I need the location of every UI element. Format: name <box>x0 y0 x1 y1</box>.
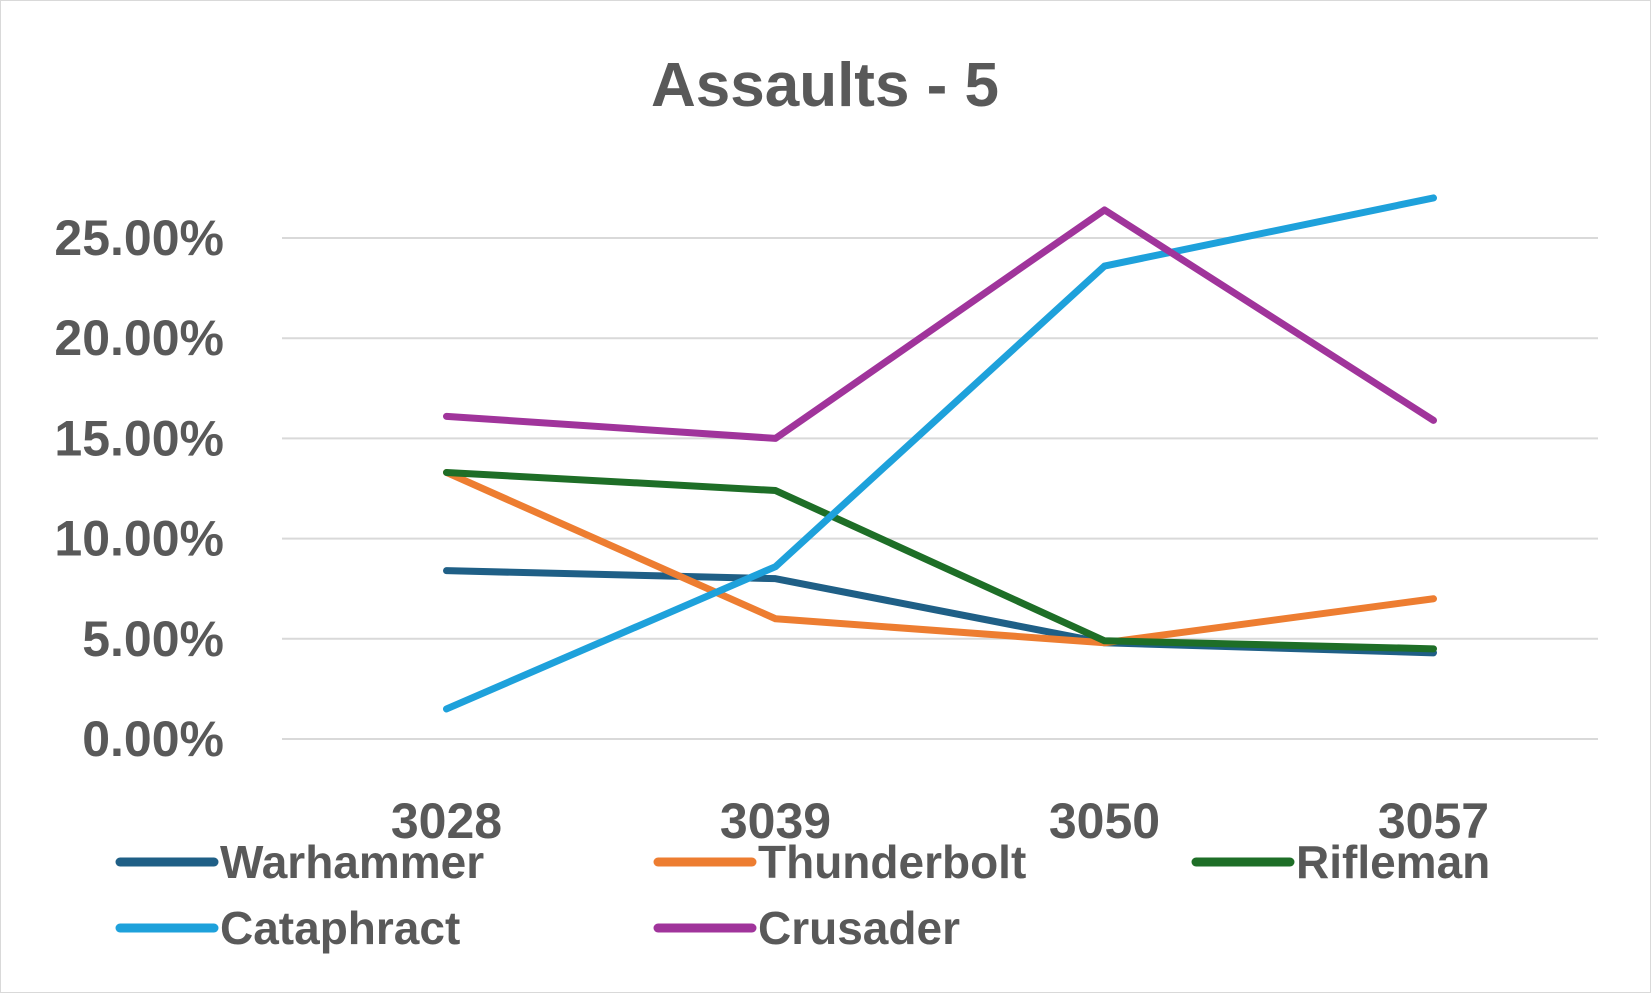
y-tick-label: 0.00% <box>82 711 224 767</box>
y-axis-ticks: 0.00% 5.00% 10.00% 15.00% 20.00% 25.00% <box>54 210 224 767</box>
series-line-cataphract <box>443 194 1437 713</box>
x-tick-label: 3050 <box>1049 793 1160 849</box>
gridlines <box>282 237 1598 740</box>
series-line-rifleman <box>443 468 1437 653</box>
y-tick-label: 5.00% <box>82 611 224 667</box>
series-line-warhammer <box>443 567 1437 657</box>
y-tick-label: 20.00% <box>54 310 224 366</box>
legend-label: Thunderbolt <box>758 836 1026 888</box>
legend-item-crusader: Crusader <box>653 902 960 954</box>
legend-label: Rifleman <box>1296 836 1490 888</box>
y-tick-label: 15.00% <box>54 410 224 466</box>
legend-item-warhammer: Warhammer <box>115 836 484 888</box>
x-tick-label: 3057 <box>1378 793 1489 849</box>
x-axis-ticks: 3028 3039 3050 3057 <box>391 793 1489 849</box>
legend-item-thunderbolt: Thunderbolt <box>653 836 1026 888</box>
legend-item-cataphract: Cataphract <box>115 902 460 954</box>
x-tick-label: 3028 <box>391 793 502 849</box>
legend-label: Cataphract <box>220 902 460 954</box>
chart-title: Assaults - 5 <box>651 51 999 120</box>
x-tick-label: 3039 <box>720 793 831 849</box>
legend-item-rifleman: Rifleman <box>1191 836 1490 888</box>
legend-label: Crusader <box>758 902 960 954</box>
series-line-thunderbolt <box>443 468 1437 647</box>
y-tick-label: 10.00% <box>54 511 224 567</box>
legend: Warhammer Thunderbolt Rifleman Cataphract Cr… <box>115 836 1490 954</box>
legend-label: Warhammer <box>220 836 484 888</box>
y-tick-label: 25.00% <box>54 210 224 266</box>
series-line-crusader <box>443 206 1437 442</box>
series-lines <box>443 194 1437 713</box>
